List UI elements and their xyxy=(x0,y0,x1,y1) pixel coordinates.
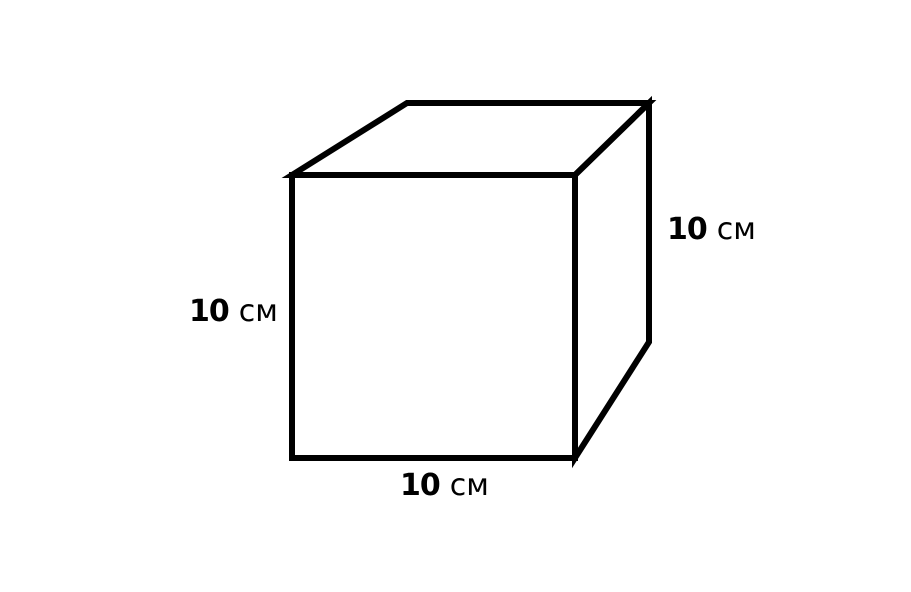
cube-right-face xyxy=(572,95,652,469)
right-edge-value: 10 xyxy=(667,212,708,247)
bottom-edge-value: 10 xyxy=(400,468,441,503)
right-edge-length-label: 10 см xyxy=(667,215,756,245)
bottom-edge-unit: см xyxy=(449,468,489,503)
cube-front-face xyxy=(289,172,578,461)
right-edge-unit: см xyxy=(716,212,756,247)
left-edge-length-label: 10 см xyxy=(189,297,278,327)
left-edge-value: 10 xyxy=(189,294,230,329)
cube-top-face xyxy=(281,100,657,178)
left-edge-unit: см xyxy=(238,294,278,329)
bottom-edge-length-label: 10 см xyxy=(400,471,489,501)
